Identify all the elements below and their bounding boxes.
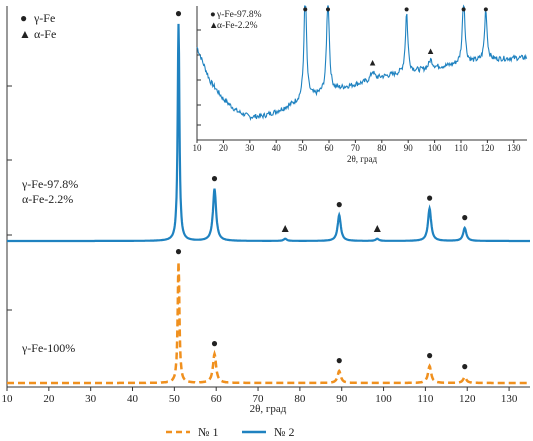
inset-legend-gamma-symbol: ● <box>210 10 216 20</box>
inset-gamma-fe-peak-marker: ● <box>325 5 331 15</box>
inset-x-tick-label: 100 <box>428 143 442 153</box>
marker-legend-alpha-label: α-Fe <box>34 27 56 41</box>
marker-legend-gamma-label: γ-Fe <box>33 11 55 25</box>
inset-series <box>196 4 528 122</box>
inset-x-axis-title: 2θ, град <box>347 154 377 164</box>
gamma-fe-peak-marker: ● <box>211 336 218 350</box>
inset-x-tick-label: 80 <box>377 143 387 153</box>
main-x-tick-label: 130 <box>501 393 518 405</box>
main-x-tick-label: 120 <box>459 393 476 405</box>
inset-gamma-fe-peak-marker: ● <box>302 5 308 15</box>
series2-composition-gamma: γ-Fe-97.8% <box>21 177 78 191</box>
inset-gamma-fe-peak-marker: ● <box>461 5 467 15</box>
series-legend: № 1 № 2 <box>166 425 294 439</box>
inset-x-tick-label: 60 <box>325 143 335 153</box>
legend-label-no2: № 2 <box>274 425 294 439</box>
main-x-tick-label: 50 <box>169 393 181 405</box>
legend-label-no1: № 1 <box>198 425 218 439</box>
marker-legend-gamma-symbol: ● <box>20 11 27 25</box>
marker-legend-alpha-symbol: ▲ <box>19 27 31 41</box>
main-x-axis-title: 2θ, град <box>250 403 287 415</box>
main-y-ticks <box>7 85 12 311</box>
inset-alpha-fe-peak-marker: ▲ <box>426 47 435 57</box>
inset-markers: ● ● ▲ ● ▲ ● ● <box>302 5 488 68</box>
gamma-fe-peak-marker: ● <box>211 171 218 185</box>
main-x-tick-label: 100 <box>375 393 392 405</box>
alpha-fe-peak-marker: ▲ <box>371 221 383 235</box>
main-x-tick-label: 60 <box>211 393 223 405</box>
gamma-fe-peak-marker: ● <box>461 359 468 373</box>
main-x-tick-label: 10 <box>2 393 14 405</box>
main-x-tick-label: 110 <box>417 393 434 405</box>
series-line <box>7 23 530 243</box>
inset-x-tick-label: 40 <box>272 143 282 153</box>
main-x-tick-label: 30 <box>85 393 97 405</box>
inset-x-tick-label: 30 <box>245 143 255 153</box>
alpha-fe-peak-marker: ▲ <box>279 221 291 235</box>
inset-plot: 10 20 30 40 50 60 70 80 90 100 110 120 130 ● ●▲●▲● ● 2… <box>192 0 533 168</box>
marker-legend: ● γ-Fe ▲ α-Fe <box>19 11 56 41</box>
gamma-fe-peak-marker: ● <box>426 348 433 362</box>
inset-x-tick-label: 70 <box>351 143 361 153</box>
main-plot: 10 20 30 40 50 60 70 80 90 100 110 120 130 ●●▲●▲●●●●… <box>2 6 530 415</box>
gamma-fe-peak-marker: ● <box>461 210 468 224</box>
inset-legend-gamma-label: γ-Fe-97.8% <box>216 10 262 20</box>
main-x-tick-label: 70 <box>253 393 265 405</box>
gamma-fe-peak-marker: ● <box>175 244 182 258</box>
main-series <box>7 23 530 385</box>
inset-series-line <box>196 4 528 122</box>
inset-x-tick-label: 20 <box>219 143 229 153</box>
inset-x-tick-label: 110 <box>454 143 468 153</box>
inset-legend-alpha-label: α-Fe-2.2% <box>217 21 258 31</box>
inset-gamma-fe-peak-marker: ● <box>404 5 410 15</box>
main-x-tick-label: 90 <box>336 393 348 405</box>
main-x-tick-label: 20 <box>43 393 55 405</box>
inset-alpha-fe-peak-marker: ▲ <box>368 58 377 68</box>
series2-composition-alpha: α-Fe-2.2% <box>22 192 73 206</box>
gamma-fe-peak-marker: ● <box>336 197 343 211</box>
inset-x-tick-label: 90 <box>404 143 414 153</box>
inset-x-tick-label: 120 <box>481 143 495 153</box>
inset-x-tick-label: 50 <box>298 143 308 153</box>
inset-gamma-fe-peak-marker: ● <box>483 5 489 15</box>
inset-x-ticks: 10 20 30 40 50 60 70 80 90 100 110 120 130 <box>193 140 521 153</box>
series-line <box>7 261 530 385</box>
series1-composition-gamma: γ-Fe-100% <box>21 341 75 355</box>
inset-x-tick-label: 130 <box>507 143 521 153</box>
main-x-tick-label: 80 <box>294 393 306 405</box>
gamma-fe-peak-marker: ● <box>175 6 182 20</box>
gamma-fe-peak-marker: ● <box>336 353 343 367</box>
main-x-ticks: 10 20 30 40 50 60 70 80 90 100 110 120 130 <box>2 387 518 405</box>
main-markers: ●●▲●▲●●●●● ●● <box>175 6 468 373</box>
gamma-fe-peak-marker: ● <box>426 190 433 204</box>
inset-legend-alpha-symbol: ▲ <box>209 21 218 31</box>
inset-x-tick-label: 10 <box>193 143 203 153</box>
main-x-tick-label: 40 <box>127 393 139 405</box>
